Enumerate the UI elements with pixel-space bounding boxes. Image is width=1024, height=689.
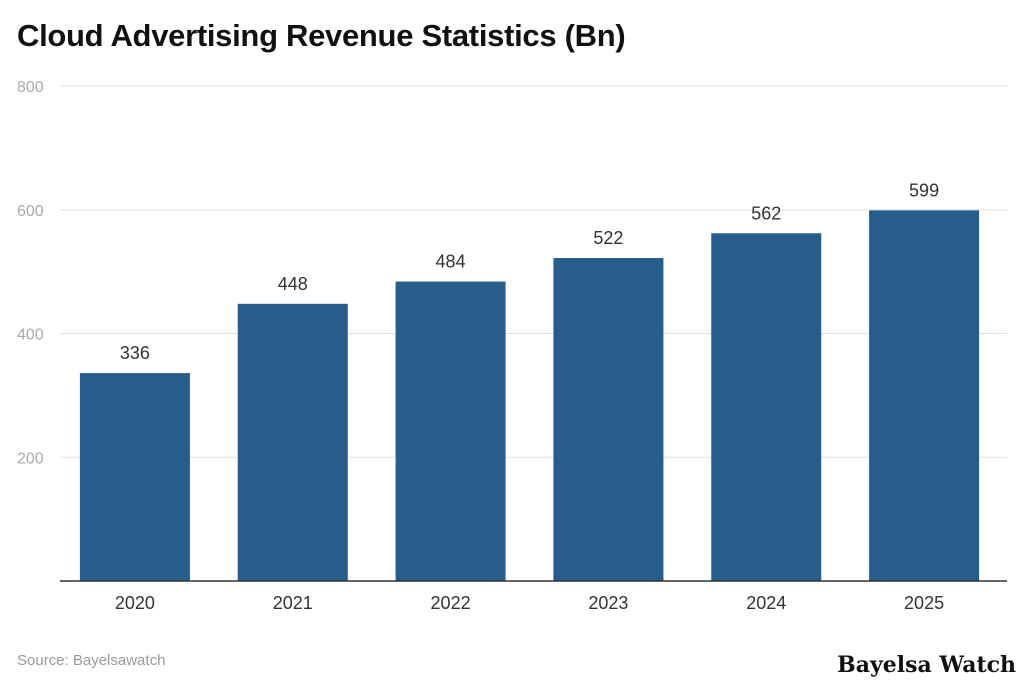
brand-logo: Bayelsa Watch (837, 652, 1016, 678)
y-tick-label: 600 (17, 203, 44, 220)
data-label: 599 (909, 180, 939, 200)
data-label: 522 (593, 228, 623, 248)
data-label: 336 (120, 343, 150, 363)
data-label: 448 (278, 274, 308, 294)
data-label: 562 (751, 203, 781, 223)
x-tick-label: 2024 (746, 593, 786, 613)
bar-2021 (237, 303, 348, 581)
x-tick-label: 2023 (588, 593, 628, 613)
data-label: 484 (436, 252, 466, 272)
bar-2025 (869, 210, 980, 581)
y-tick-label: 200 (17, 450, 44, 467)
bar-2024 (711, 233, 822, 581)
bar-2020 (79, 373, 190, 581)
bar-2023 (553, 258, 664, 581)
source-note: Source: Bayelsawatch (17, 652, 166, 669)
x-tick-label: 2025 (904, 593, 944, 613)
x-tick-label: 2022 (431, 593, 471, 613)
chart-title: Cloud Advertising Revenue Statistics (Bn… (17, 18, 626, 53)
y-tick-label: 800 (17, 79, 44, 96)
x-tick-label: 2020 (115, 593, 155, 613)
x-tick-label: 2021 (273, 593, 313, 613)
bar-2022 (395, 281, 506, 581)
y-tick-label: 400 (17, 327, 44, 344)
